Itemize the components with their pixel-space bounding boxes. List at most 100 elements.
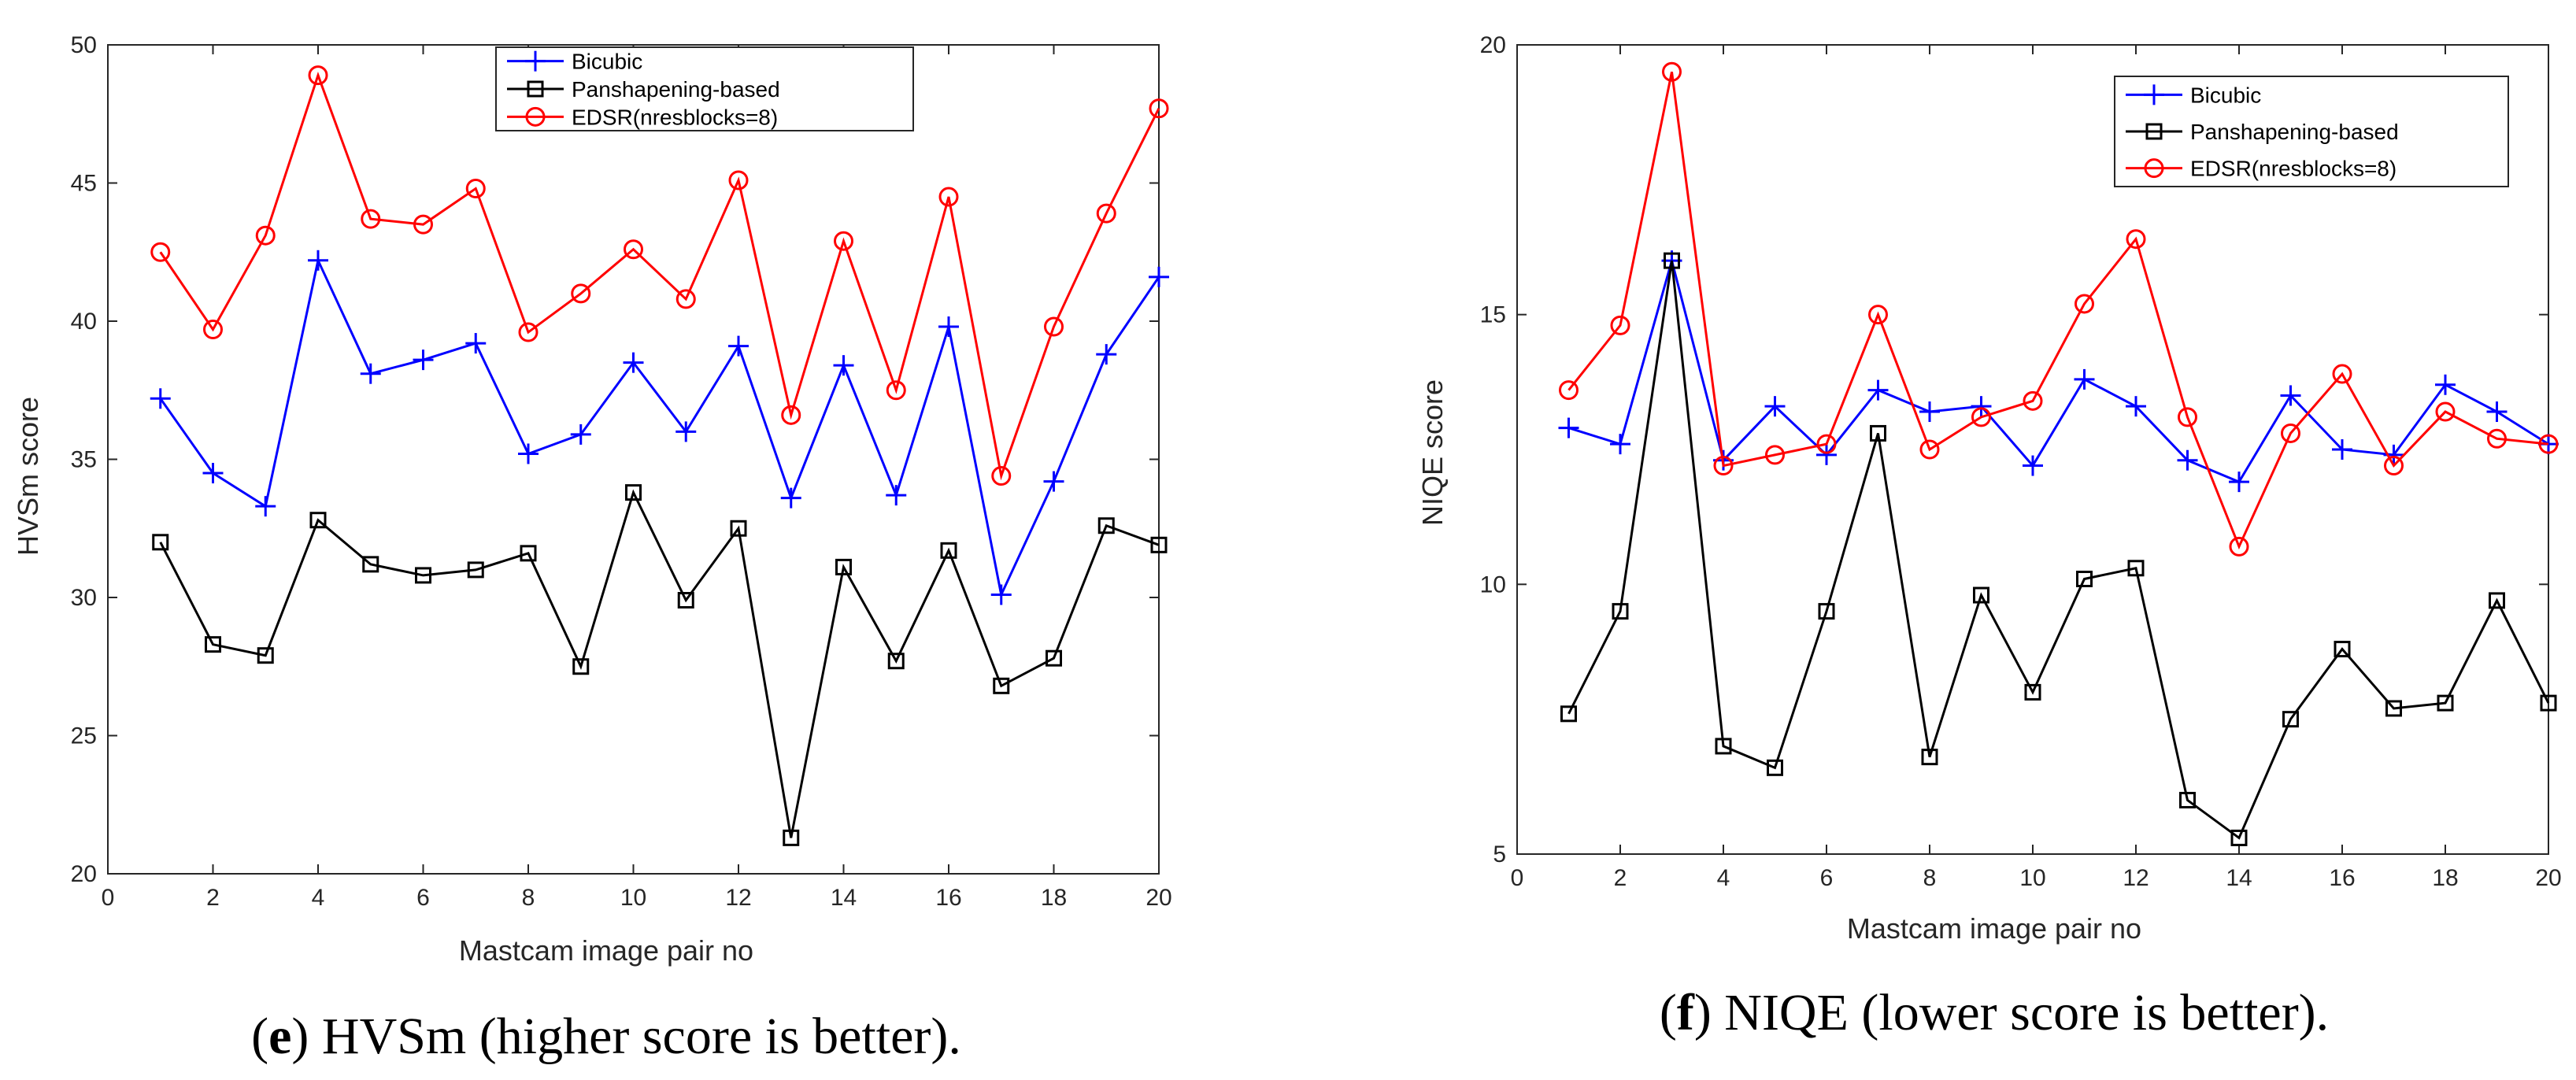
hvsm-chart: 0 2 4 6 8 10 12 14 16 18 20 20 25 30 35 40 45 50 Bicubic Pa… [12, 32, 1172, 1065]
data-point [2076, 570, 2093, 587]
data-point [675, 289, 696, 309]
series-Panshapening-based [152, 484, 1168, 846]
data-point [886, 485, 907, 506]
data-point [2178, 407, 2197, 427]
data-point [361, 209, 381, 229]
data-point [783, 829, 800, 846]
data-point [675, 421, 697, 442]
data-point [1097, 517, 1115, 534]
x-tick-label: 2 [206, 885, 220, 911]
x-tick-label: 4 [1717, 865, 1730, 891]
data-point [677, 592, 694, 609]
legend-label: Panshapening-based [2190, 120, 2399, 144]
data-point [150, 388, 171, 409]
data-point [1046, 649, 1062, 667]
data-point [2023, 455, 2043, 476]
x-tick-label: 4 [312, 885, 325, 911]
data-point [1149, 98, 1169, 119]
series-EDSR(nresblocks=8) [1559, 61, 2559, 557]
x-axis-label: Mastcam image pair no [1847, 912, 2141, 945]
data-point [2487, 428, 2507, 449]
data-point [1870, 424, 1886, 442]
series-Bicubic [1558, 250, 2559, 493]
series-line [159, 489, 1160, 838]
data-point [2332, 364, 2352, 384]
series-Panshapening-based [1560, 252, 2557, 846]
data-point [1765, 445, 1785, 465]
data-point [1818, 603, 1835, 620]
x-tick-label: 18 [2432, 865, 2458, 891]
data-point [150, 242, 171, 262]
data-point [887, 653, 905, 670]
data-point [2332, 439, 2352, 460]
data-point [570, 423, 591, 445]
data-point [2127, 560, 2145, 577]
data-point [1919, 439, 1940, 460]
data-point [2023, 390, 2043, 411]
data-point [1610, 434, 1630, 455]
series-Bicubic [150, 250, 1169, 605]
data-point [2229, 536, 2249, 557]
data-point [1664, 252, 1680, 269]
data-point [2230, 829, 2248, 846]
data-point [2024, 683, 2041, 701]
y-tick-label: 20 [71, 861, 97, 887]
x-tick-label: 20 [1146, 885, 1171, 911]
data-point [308, 250, 328, 271]
legend-item: EDSR(nresblocks=8) [507, 105, 778, 129]
series-EDSR(nresblocks=8) [150, 65, 1169, 486]
data-point [415, 567, 431, 584]
y-tick-label: 25 [71, 723, 97, 749]
chart-caption: (f) NIQE (lower score is better). [1660, 984, 2329, 1041]
data-point [625, 484, 642, 501]
data-point [202, 463, 224, 484]
data-point [2179, 791, 2196, 808]
legend-label: EDSR(nresblocks=8) [572, 105, 778, 129]
data-point [2486, 401, 2508, 423]
y-tick-label: 10 [1480, 571, 1506, 597]
data-point [1816, 444, 1837, 465]
x-tick-label: 14 [2226, 865, 2252, 891]
legend-label: Bicubic [572, 50, 642, 74]
x-tick-label: 0 [102, 885, 115, 911]
data-point [886, 380, 906, 401]
y-tick-label: 30 [71, 585, 97, 611]
data-point [1971, 407, 1991, 427]
data-point [1971, 396, 1992, 417]
data-point [781, 405, 801, 425]
data-point [1044, 316, 1064, 337]
legend-marker [2144, 158, 2164, 179]
y-tick-label: 35 [71, 447, 97, 473]
data-point [308, 65, 328, 86]
legend-box [495, 46, 914, 131]
data-point [940, 542, 957, 559]
data-point [1149, 266, 1169, 287]
legend-label: EDSR(nresblocks=8) [2190, 157, 2396, 181]
data-point [362, 556, 379, 573]
data-point [1816, 434, 1837, 454]
x-tick-label: 2 [1614, 865, 1627, 891]
data-point [152, 534, 169, 551]
data-point [413, 214, 433, 235]
x-tick-label: 16 [2329, 865, 2355, 891]
x-tick-label: 14 [831, 885, 857, 911]
data-point [2334, 641, 2351, 658]
data-point [2177, 449, 2198, 471]
data-point [938, 187, 959, 207]
series-line [159, 257, 1160, 599]
data-point [1867, 379, 1889, 401]
data-point [2384, 456, 2404, 476]
y-axis-label: NIQE score [1416, 379, 1449, 526]
data-point [309, 512, 327, 529]
data-point [780, 487, 801, 509]
data-point [1560, 705, 1577, 723]
data-point [1767, 759, 1783, 776]
legend-marker [525, 106, 546, 127]
y-tick-label: 50 [71, 32, 97, 58]
data-point [1919, 401, 1940, 423]
data-point [360, 363, 381, 384]
legend-marker [525, 50, 546, 72]
data-point [2435, 374, 2456, 395]
data-point [990, 584, 1012, 605]
y-tick-label: 40 [71, 309, 97, 335]
